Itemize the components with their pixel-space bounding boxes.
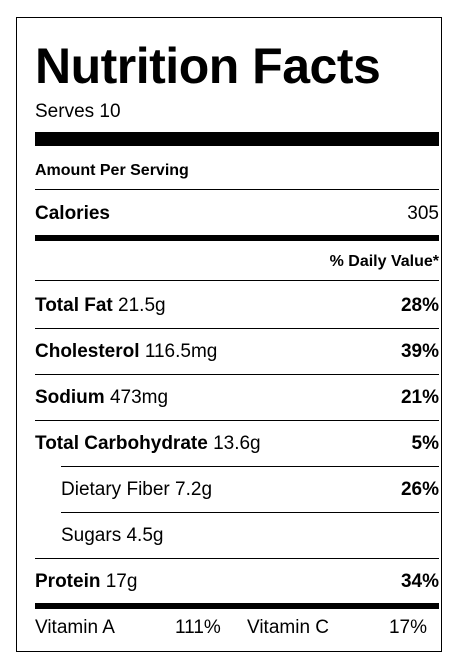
nutrient-amount: 17g xyxy=(105,571,138,592)
nutrient-row-total-carbohydrate: Total Carbohydrate 13.6g 5% xyxy=(35,430,439,458)
nutrient-amount: 116.5mg xyxy=(144,341,218,362)
daily-value-heading: % Daily Value* xyxy=(329,253,439,270)
vitamin-daily-value: 111% xyxy=(175,617,221,638)
vitamin-daily-value: 17% xyxy=(388,617,427,638)
servings-text: Serves 10 xyxy=(35,101,121,122)
nutrient-daily-value: 21% xyxy=(400,387,439,408)
nutrient-row-sugars: Sugars 4.5g xyxy=(35,522,439,550)
nutrition-facts-label: Nutrition Facts Serves 10 Amount Per Ser… xyxy=(16,17,442,652)
nutrient-row-dietary-fiber: Dietary Fiber 7.2g 26% xyxy=(35,476,439,504)
divider xyxy=(35,558,439,559)
medium-divider-bottom xyxy=(35,603,439,609)
nutrient-amount: 13.6g xyxy=(213,433,261,454)
nutrient-amount: 4.5g xyxy=(126,525,164,546)
nutrient-daily-value: 39% xyxy=(400,341,439,362)
calories-label: Calories xyxy=(35,203,110,224)
calories-value: 305 xyxy=(407,203,439,224)
nutrient-row-total-fat: Total Fat 21.5g 28% xyxy=(35,292,439,320)
divider xyxy=(35,189,439,190)
vitamin-name: Vitamin C xyxy=(247,617,330,638)
nutrient-name: Sodium xyxy=(35,387,105,408)
nutrient-daily-value: 34% xyxy=(400,571,439,592)
indented-divider xyxy=(61,466,439,467)
nutrient-name: Total Fat xyxy=(35,295,113,316)
thick-divider-top xyxy=(35,132,439,146)
nutrient-name: Sugars xyxy=(61,525,122,546)
calories-row: Calories 305 xyxy=(35,200,439,228)
nutrient-name: Dietary Fiber xyxy=(61,479,170,500)
nutrient-daily-value: 28% xyxy=(400,295,439,316)
nutrient-row-sodium: Sodium 473mg 21% xyxy=(35,384,439,412)
label-title: Nutrition Facts xyxy=(35,38,381,94)
nutrient-name: Total Carbohydrate xyxy=(35,433,208,454)
nutrient-amount: 473mg xyxy=(109,387,169,408)
vitamins-row: Vitamin A 111% Vitamin C 17% xyxy=(35,614,439,642)
nutrient-row-protein: Protein 17g 34% xyxy=(35,568,439,596)
indented-divider xyxy=(61,512,439,513)
medium-divider xyxy=(35,235,439,241)
divider xyxy=(35,280,439,281)
divider xyxy=(35,420,439,421)
divider xyxy=(35,374,439,375)
nutrient-name: Cholesterol xyxy=(35,341,140,362)
nutrient-daily-value: 5% xyxy=(411,433,439,454)
nutrient-amount: 21.5g xyxy=(118,295,166,316)
amount-per-serving-heading: Amount Per Serving xyxy=(35,162,189,179)
nutrient-name: Protein xyxy=(35,571,101,592)
vitamin-name: Vitamin A xyxy=(35,617,115,638)
nutrient-amount: 7.2g xyxy=(175,479,213,500)
divider xyxy=(35,328,439,329)
nutrient-daily-value: 26% xyxy=(400,479,439,500)
nutrient-row-cholesterol: Cholesterol 116.5mg 39% xyxy=(35,338,439,366)
